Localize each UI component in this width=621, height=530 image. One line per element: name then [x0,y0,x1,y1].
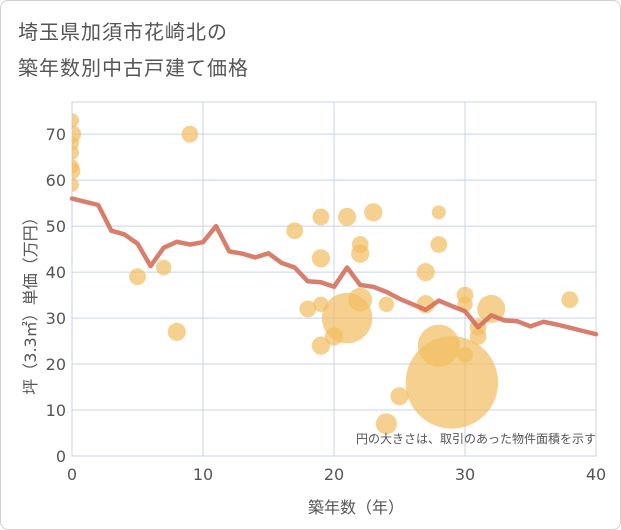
y-tick-label: 20 [46,355,66,374]
data-point [430,236,448,253]
data-point [72,177,79,192]
chart-grid [71,101,597,457]
data-point [181,125,199,143]
data-point [364,203,383,222]
y-tick-label: 70 [46,125,66,144]
data-point [348,287,373,312]
data-point [390,387,409,406]
data-point [286,222,304,240]
trend-line [69,196,599,337]
y-tick-label: 10 [46,401,66,420]
data-point [72,113,79,128]
data-point [311,336,330,355]
data-point [156,259,172,276]
data-point [299,300,317,318]
data-point [129,268,146,286]
chart-title-line-2: 築年数別中古戸建て価格 [18,56,249,80]
data-point [311,249,330,268]
data-point [457,347,473,363]
x-tick-label: 40 [586,465,606,484]
y-tick-label: 60 [46,171,66,190]
data-point [338,207,357,227]
data-point [561,291,579,309]
data-point [416,263,435,282]
scatter-points [72,113,579,435]
y-tick-label: 40 [46,263,66,282]
y-axis-label: 坪（3.3㎡）単価（万円） [21,209,40,394]
data-point [351,244,370,263]
data-point [312,208,330,226]
data-point [378,296,395,312]
x-tick-label: 30 [455,465,475,484]
x-tick-label: 20 [324,465,344,484]
x-axis-label: 築年数（年） [308,498,404,517]
data-point [469,328,487,345]
x-tick-label: 0 [67,465,77,484]
chart-title: 埼玉県加須市花崎北の 築年数別中古戸建て価格 [18,14,249,86]
y-tick-label: 30 [46,309,66,328]
data-point [167,322,186,341]
chart-annotation: 円の大きさは、取引のあった物件面積を示す [356,431,596,446]
y-tick-label: 0 [56,447,66,466]
data-point [72,162,81,180]
y-tick-label: 50 [46,217,66,236]
x-tick-label: 10 [193,465,213,484]
chart-title-line-1: 埼玉県加須市花崎北の [18,20,228,44]
data-point [431,205,446,220]
data-point [375,413,397,435]
data-point [72,145,79,160]
data-point [405,336,499,429]
axis-ticks: 0 10 20 30 40 50 60 70 0 10 20 30 40 [46,125,607,484]
